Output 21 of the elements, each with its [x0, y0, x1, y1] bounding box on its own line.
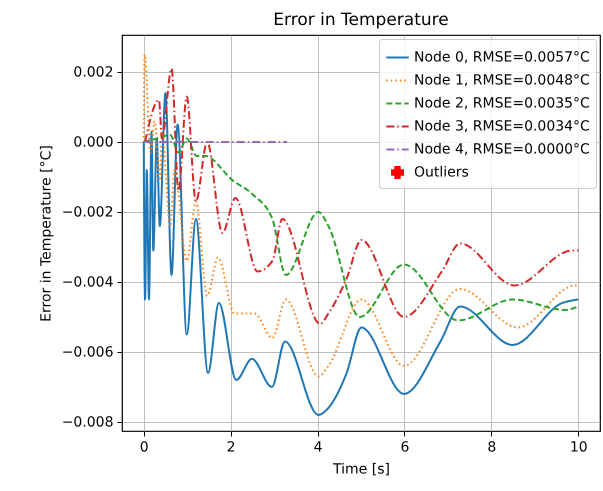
x-tick-label: 0	[140, 440, 149, 456]
y-tick-label: 0.002	[73, 64, 114, 81]
legend-label: Node 4, RMSE=0.0000°C	[414, 142, 590, 158]
y-tick-label: −0.002	[62, 204, 114, 221]
legend-label: Outliers	[414, 164, 469, 180]
y-tick-label: −0.008	[62, 414, 114, 430]
x-tick-label: 2	[226, 440, 236, 456]
x-tick-label: 4	[314, 440, 323, 456]
y-tick-label: 0.000	[73, 134, 114, 151]
x-tick-label: 8	[487, 440, 496, 456]
legend-label: Node 3, RMSE=0.0034°C	[414, 118, 590, 134]
x-tick-label: 10	[570, 440, 588, 456]
legend-label: Node 2, RMSE=0.0035°C	[414, 96, 590, 112]
y-tick-label: −0.006	[62, 344, 114, 360]
y-tick-label: −0.004	[62, 274, 114, 290]
x-tick-label: 6	[400, 440, 410, 456]
legend-label: Node 1, RMSE=0.0048°C	[414, 72, 590, 88]
legend-label: Node 0, RMSE=0.0057°C	[414, 50, 590, 66]
chart-title: Error in Temperature	[273, 10, 449, 30]
y-axis-title: Error in Temperature [°C]	[38, 145, 55, 322]
x-axis-title: Time [s]	[332, 462, 390, 478]
